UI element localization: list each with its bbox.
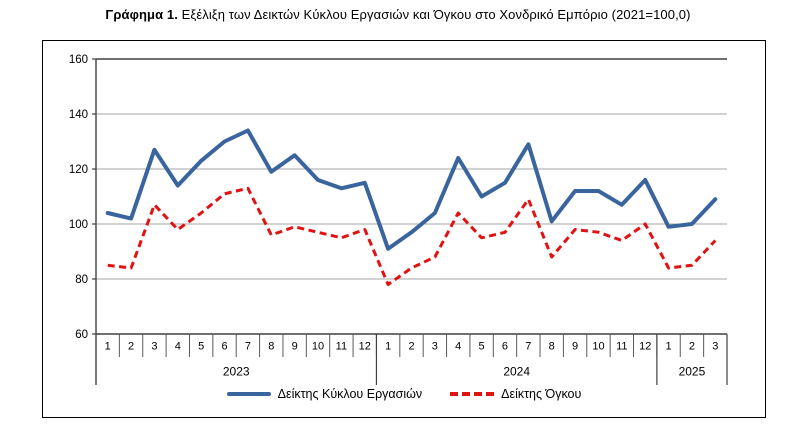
x-tick-label: 10 <box>312 341 324 353</box>
x-tick-label: 12 <box>359 341 371 353</box>
x-tick-label: 2 <box>128 341 134 353</box>
x-tick-label: 12 <box>639 341 651 353</box>
volume-series-line <box>107 186 717 286</box>
x-tick-label: 2 <box>689 341 695 353</box>
x-tick-label: 8 <box>549 341 555 353</box>
chart-title: Γράφημα 1. Εξέλιξη των Δεικτών Κύκλου Ερ… <box>0 7 796 22</box>
y-tick-label: 80 <box>75 274 88 286</box>
x-tick-label: 11 <box>336 341 347 353</box>
legend-item-turnover: Δείκτης Κύκλου Εργασιών <box>226 387 423 401</box>
year-label: 2024 <box>503 365 530 379</box>
year-label: 2025 <box>679 365 706 379</box>
x-tick-label: 1 <box>105 341 111 353</box>
x-tick-label: 10 <box>592 341 604 353</box>
x-tick-label: 1 <box>666 341 672 353</box>
x-tick-label: 5 <box>479 341 485 353</box>
x-tick-label: 4 <box>455 341 461 353</box>
turnover-legend-line-icon <box>226 392 271 396</box>
x-tick-label: 3 <box>151 341 157 353</box>
y-tick-label: 140 <box>69 109 88 121</box>
volume-legend-line-icon <box>450 392 495 396</box>
volume-legend-label: Δείκτης Όγκου <box>501 387 582 401</box>
y-tick-label: 120 <box>69 164 88 176</box>
x-tick-label: 2 <box>408 341 414 353</box>
x-tick-label: 9 <box>292 341 298 353</box>
x-tick-label: 4 <box>175 341 181 353</box>
x-tick-label: 11 <box>616 341 627 353</box>
x-tick-label: 3 <box>712 341 718 353</box>
turnover-legend-label: Δείκτης Κύκλου Εργασιών <box>277 387 423 401</box>
x-tick-label: 5 <box>198 341 204 353</box>
x-tick-label: 3 <box>432 341 438 353</box>
x-tick-label: 9 <box>572 341 578 353</box>
x-tick-label: 6 <box>502 341 508 353</box>
x-tick-label: 6 <box>221 341 227 353</box>
legend-item-volume: Δείκτης Όγκου <box>450 387 581 401</box>
x-tick-label: 1 <box>385 341 391 353</box>
chart-title-text: Εξέλιξη των Δεικτών Κύκλου Εργασιών και … <box>177 7 691 22</box>
year-label: 2023 <box>223 365 250 379</box>
x-tick-label: 7 <box>245 341 251 353</box>
y-tick-label: 160 <box>69 54 88 66</box>
x-tick-label: 8 <box>268 341 274 353</box>
legend: Δείκτης Κύκλου Εργασιών Δείκτης Όγκου <box>43 387 765 401</box>
chart-frame: 60 80 100 120 140 160 1 2 3 4 5 6 7 8 9 10 11 12 1 2 3 4 5 6 7 8 9… <box>42 40 766 418</box>
chart-title-number: Γράφημα 1. <box>105 7 178 22</box>
x-tick-label: 7 <box>525 341 531 353</box>
y-tick-label: 100 <box>69 219 88 231</box>
y-tick-label: 60 <box>75 329 88 341</box>
turnover-series-line <box>105 128 718 251</box>
